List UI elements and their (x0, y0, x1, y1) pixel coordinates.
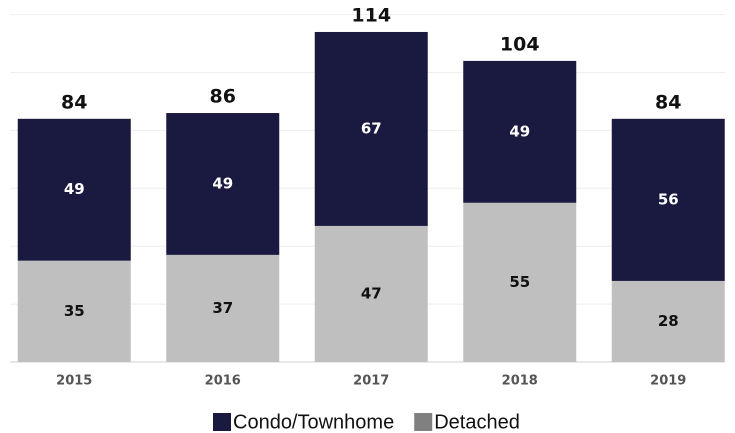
bar-segment (611, 280, 725, 362)
x-tick-label: 2017 (353, 374, 389, 389)
data-label: 35 (64, 302, 85, 320)
total-label: 114 (351, 4, 391, 26)
bar-segment (17, 118, 131, 261)
total-label: 84 (61, 91, 87, 113)
bar-segment (17, 260, 131, 362)
bar-segment (314, 225, 428, 362)
bar-segment (314, 31, 428, 226)
total-label: 86 (210, 86, 236, 108)
data-label: 55 (509, 273, 530, 291)
x-tick-label: 2016 (205, 374, 241, 389)
data-label: 49 (509, 122, 530, 140)
total-label: 84 (655, 91, 681, 113)
bar-segment (166, 254, 280, 362)
bar-segment (166, 113, 280, 255)
data-label: 47 (361, 284, 382, 302)
data-label: 49 (212, 174, 233, 192)
x-tick-label: 2018 (502, 374, 538, 389)
data-label: 56 (658, 190, 679, 208)
data-label: 37 (212, 299, 233, 317)
x-tick-label: 2015 (56, 374, 92, 389)
data-label: 28 (658, 312, 679, 330)
legend-swatch (414, 413, 433, 431)
x-tick-label: 2019 (650, 374, 686, 389)
legend-swatch (213, 413, 231, 431)
data-label: 67 (361, 119, 382, 137)
legend-label: Condo/Townhome (233, 411, 394, 433)
legend-label: Detached (434, 411, 520, 433)
bar-segment (463, 202, 577, 362)
bar-segment (611, 118, 725, 281)
data-label: 49 (64, 180, 85, 198)
total-label: 104 (500, 33, 540, 55)
bar-segment (463, 60, 577, 203)
